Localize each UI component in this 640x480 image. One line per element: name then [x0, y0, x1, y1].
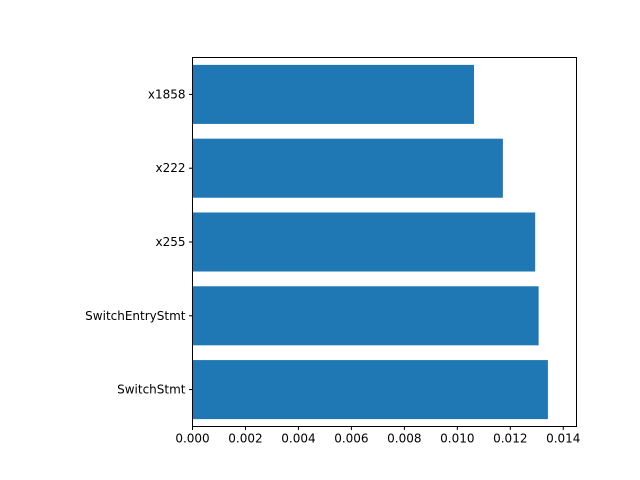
bar-SwitchEntryStmt — [192, 286, 539, 346]
y-tick-label: SwitchEntryStmt — [85, 309, 186, 323]
y-tick-label: x222 — [155, 161, 185, 175]
x-tick-label: 0.012 — [493, 432, 527, 446]
bar-x255 — [192, 212, 536, 272]
x-tick-label: 0.002 — [228, 432, 262, 446]
x-tick-label: 0.000 — [175, 432, 209, 446]
x-tick-label: 0.004 — [281, 432, 315, 446]
x-tick-label: 0.006 — [334, 432, 368, 446]
y-tick-label: x255 — [155, 235, 185, 249]
bars-group — [192, 64, 548, 420]
plot-area-frame — [192, 57, 577, 427]
x-tick-label: 0.008 — [387, 432, 421, 446]
bar-SwitchStmt — [192, 360, 548, 420]
x-tick-label: 0.010 — [440, 432, 474, 446]
x-axis: 0.000 0.002 0.004 0.006 0.008 0.010 0.012 0.014 — [175, 426, 580, 446]
y-axis: SwitchStmt SwitchEntryStmt x255 x222 x1858 — [85, 87, 193, 397]
x-tick-label: 0.014 — [546, 432, 580, 446]
bar-x222 — [192, 138, 503, 198]
y-tick-label: SwitchStmt — [117, 383, 186, 397]
bar-x1858 — [192, 64, 475, 124]
y-tick-label: x1858 — [148, 87, 186, 101]
